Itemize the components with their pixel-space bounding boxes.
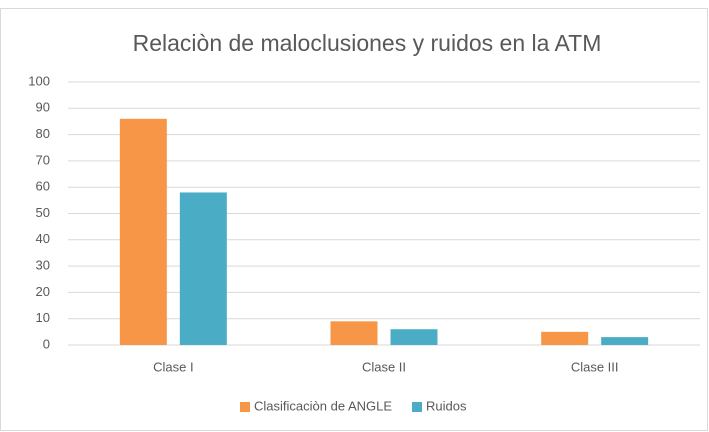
bar — [330, 321, 378, 345]
y-tick-label: 70 — [36, 152, 50, 167]
bar — [601, 337, 649, 345]
x-tick-label: Clase II — [362, 359, 406, 374]
chart-frame — [0, 8, 708, 431]
bar — [541, 331, 589, 345]
x-tick-label: Clase I — [153, 359, 193, 374]
chart-title: Relaciòn de maloclusiones y ruidos en la… — [133, 30, 602, 56]
bar — [390, 329, 438, 345]
legend-swatch — [412, 402, 423, 412]
y-tick-label: 80 — [36, 126, 50, 141]
y-tick-label: 40 — [36, 231, 50, 246]
x-tick-label: Clase III — [571, 359, 619, 374]
bar — [179, 192, 227, 345]
y-tick-label: 90 — [36, 100, 50, 115]
y-tick-label: 0 — [43, 336, 50, 351]
y-tick-label: 100 — [28, 73, 50, 88]
y-tick-label: 60 — [36, 179, 50, 194]
legend-swatch — [240, 402, 250, 412]
y-tick-label: 20 — [36, 284, 50, 299]
bar — [119, 118, 167, 345]
y-tick-label: 10 — [36, 310, 50, 325]
legend-label: Ruidos — [426, 398, 467, 413]
y-tick-label: 30 — [36, 258, 50, 273]
y-tick-label: 50 — [36, 205, 50, 220]
legend-label: Clasificaciòn de ANGLE — [254, 398, 392, 413]
